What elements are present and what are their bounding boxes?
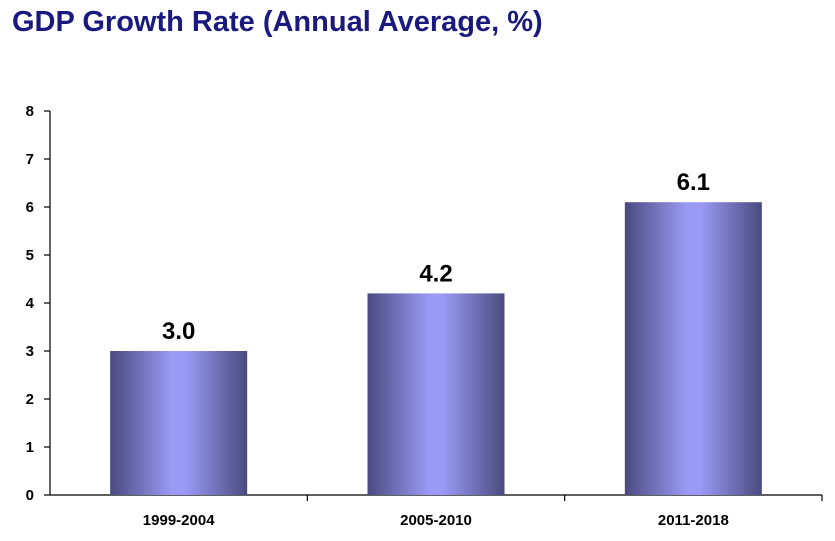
x-category-label: 2011-2018 — [658, 512, 729, 529]
x-category-label: 2005-2010 — [400, 512, 472, 529]
y-tick-label: 6 — [26, 199, 34, 216]
bar-2005-2010 — [367, 293, 505, 495]
y-tick-label: 0 — [26, 487, 34, 504]
labels: 3.0 1999-2004 4.2 2005-2010 6.1 2011-2018 — [143, 169, 729, 529]
data-label: 3.0 — [162, 318, 195, 345]
x-category-label: 1999-2004 — [143, 512, 215, 529]
y-tick-label: 8 — [26, 103, 34, 120]
y-tick-label: 2 — [26, 391, 34, 408]
bar-1999-2004 — [110, 351, 248, 495]
data-label: 6.1 — [677, 169, 710, 196]
y-tick-label: 7 — [26, 151, 34, 168]
bars — [110, 202, 762, 495]
chart-title: GDP Growth Rate (Annual Average, %) — [12, 6, 543, 38]
y-tick-label: 5 — [26, 247, 34, 264]
y-tick-label: 3 — [26, 343, 34, 360]
data-label: 4.2 — [419, 260, 452, 287]
y-tick-label: 4 — [26, 295, 35, 312]
bar-2011-2018 — [624, 202, 762, 495]
y-tick-label: 1 — [26, 439, 34, 456]
